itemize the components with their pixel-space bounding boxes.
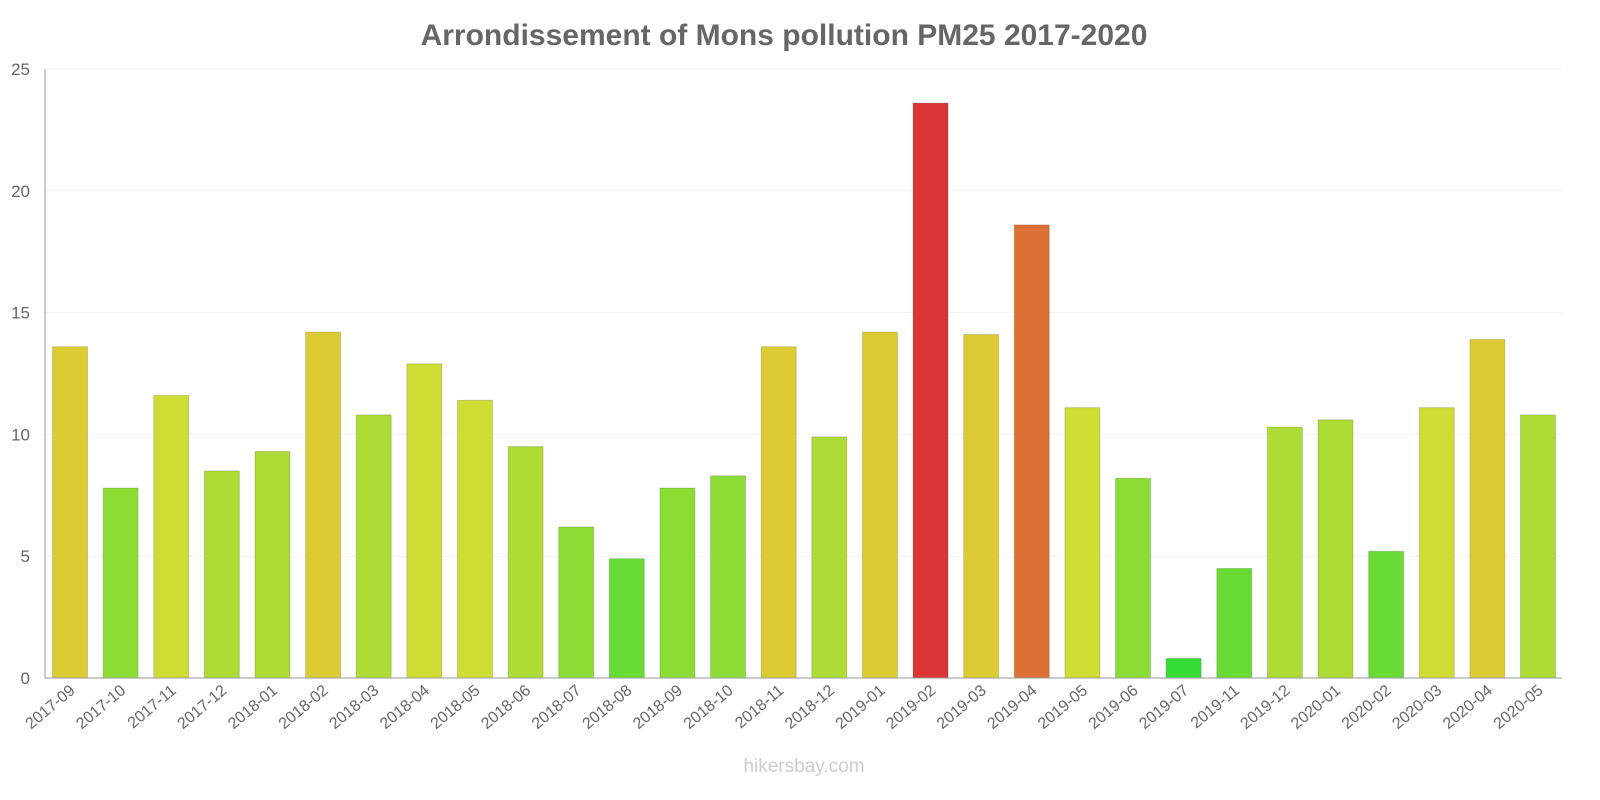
x-tick-label: 2017-10	[73, 682, 129, 733]
y-tick-label: 5	[21, 547, 30, 566]
bar-2019-03	[963, 334, 1000, 679]
x-tick-label: 2018-04	[377, 682, 433, 733]
bar-2018-10	[710, 475, 747, 679]
x-tick-label: 2018-01	[225, 682, 281, 733]
bar-2018-06	[507, 446, 544, 679]
bar-2018-12	[811, 436, 848, 679]
bar-2019-07	[1165, 658, 1202, 679]
bar-2018-09	[659, 487, 696, 679]
bar-2017-11	[153, 394, 190, 679]
bar-2019-01	[861, 331, 898, 679]
x-tick-label: 2020-02	[1339, 682, 1395, 733]
x-tick-label: 2020-03	[1389, 682, 1445, 733]
x-tick-label: 2018-08	[579, 682, 635, 733]
bar-2017-12	[203, 470, 240, 679]
x-tick-label: 2017-11	[125, 682, 180, 732]
bar-2020-02	[1368, 550, 1405, 679]
bar-2018-04	[406, 363, 443, 679]
bar-2019-04	[1013, 224, 1050, 679]
bar-2018-11	[760, 346, 797, 679]
x-tick-label: 2019-03	[934, 682, 990, 733]
x-tick-label: 2019-07	[1136, 682, 1192, 733]
x-axis-ticks: 2017-092017-102017-112017-122018-012018-…	[23, 682, 1547, 733]
y-tick-label: 0	[21, 669, 30, 688]
bar-2017-09	[52, 346, 88, 679]
x-tick-label: 2020-01	[1288, 682, 1344, 733]
x-tick-label: 2019-02	[883, 682, 939, 733]
x-tick-label: 2019-11	[1188, 682, 1243, 732]
x-tick-label: 2019-05	[1035, 682, 1091, 733]
x-tick-label: 2019-12	[1238, 682, 1294, 733]
bar-2019-02	[912, 102, 949, 679]
bar-2020-05	[1520, 414, 1556, 679]
bar-2019-12	[1266, 426, 1303, 679]
bar-2020-03	[1418, 407, 1455, 679]
x-tick-label: 2019-04	[984, 682, 1040, 733]
y-tick-label: 20	[11, 182, 30, 201]
y-tick-label: 15	[11, 304, 30, 323]
x-tick-label: 2018-09	[630, 682, 686, 733]
x-tick-label: 2018-07	[529, 682, 585, 733]
x-tick-label: 2017-09	[23, 682, 79, 733]
x-tick-label: 2018-02	[276, 682, 332, 733]
x-tick-label: 2018-03	[326, 682, 382, 733]
bar-2017-10	[102, 487, 139, 679]
x-tick-label: 2020-04	[1440, 682, 1496, 733]
x-tick-label: 2018-12	[782, 682, 838, 733]
watermark: hikersbay.com	[743, 756, 864, 777]
bar-2018-02	[305, 331, 342, 679]
x-tick-label: 2019-01	[833, 682, 889, 733]
bar-2018-08	[608, 558, 645, 679]
x-tick-label: 2019-06	[1086, 682, 1142, 733]
y-tick-label: 25	[11, 60, 30, 79]
x-tick-label: 2018-06	[478, 682, 534, 733]
x-tick-label: 2020-05	[1491, 682, 1547, 733]
x-tick-label: 2018-11	[732, 682, 787, 732]
y-axis-ticks: 0 5 10 15 20 25	[11, 60, 30, 688]
y-tick-label: 10	[11, 425, 30, 444]
bar-2019-05	[1064, 407, 1101, 679]
chart-title: Arrondissement of Mons pollution PM25 20…	[421, 19, 1148, 52]
x-tick-label: 2018-05	[428, 682, 484, 733]
bars	[52, 102, 1556, 679]
bar-2020-04	[1469, 338, 1506, 679]
x-tick-label: 2018-10	[681, 682, 737, 733]
bar-2018-05	[456, 399, 493, 679]
bar-2019-11	[1216, 567, 1253, 679]
bar-2018-01	[254, 450, 291, 679]
gridlines	[45, 68, 1562, 557]
bar-2018-07	[558, 526, 595, 679]
bar-2019-06	[1115, 477, 1152, 679]
x-tick-label: 2017-12	[175, 682, 231, 733]
bar-2020-01	[1317, 419, 1354, 679]
bar-2018-03	[355, 414, 392, 679]
